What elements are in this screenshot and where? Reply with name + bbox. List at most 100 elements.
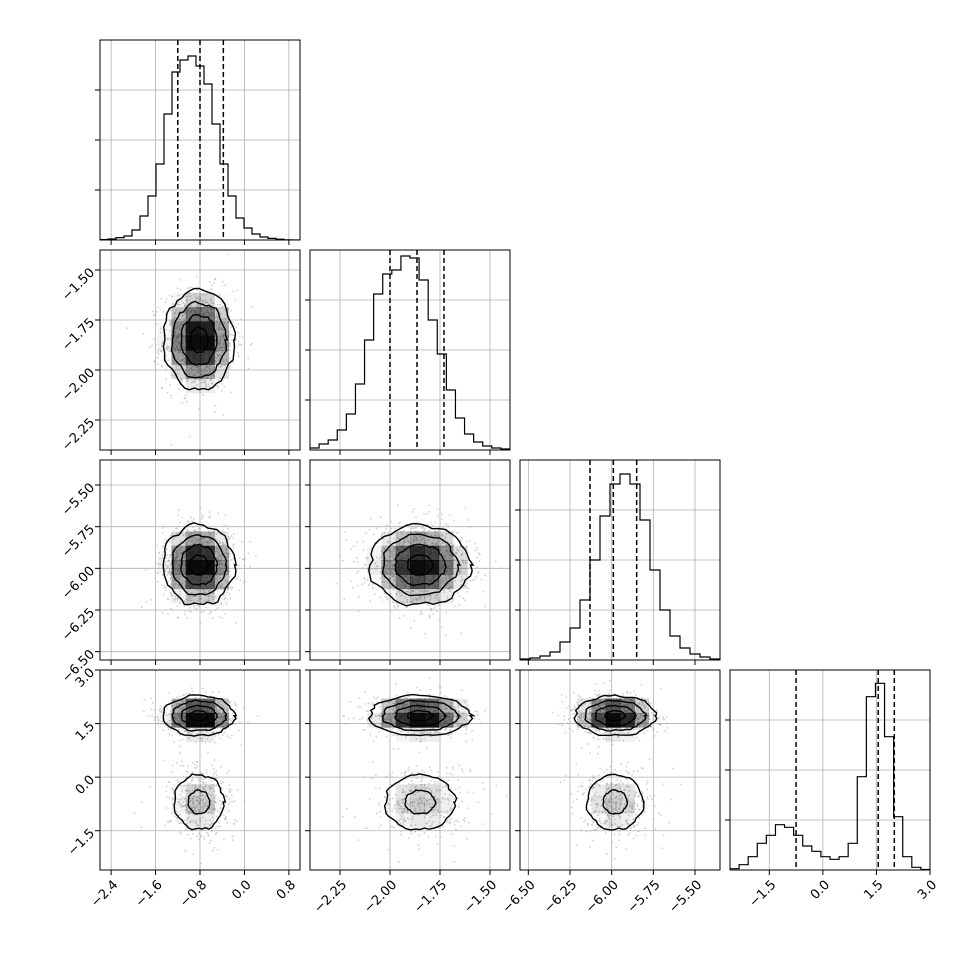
scatter-point xyxy=(353,545,355,547)
scatter-point xyxy=(428,836,430,838)
panel-content xyxy=(310,250,510,450)
scatter-point xyxy=(230,535,232,537)
scatter-point xyxy=(151,344,153,346)
scatter-point xyxy=(407,692,409,694)
scatter-point xyxy=(442,826,444,828)
density-cell xyxy=(214,589,229,604)
scatter-point xyxy=(217,380,219,382)
scatter-point xyxy=(216,730,218,732)
scatter-point xyxy=(180,289,182,291)
scatter-point xyxy=(211,288,213,290)
scatter-point xyxy=(251,306,253,308)
scatter-point xyxy=(441,513,443,515)
scatter-point xyxy=(227,528,229,530)
scatter-point xyxy=(375,787,377,789)
scatter-point xyxy=(217,607,219,609)
scatter-point xyxy=(233,533,235,535)
scatter-point xyxy=(420,610,422,612)
scatter-point xyxy=(235,709,237,711)
scatter-point xyxy=(141,826,143,828)
scatter-point xyxy=(216,816,218,818)
scatter-point xyxy=(257,715,259,717)
scatter-point xyxy=(476,566,478,568)
scatter-point xyxy=(162,612,164,614)
scatter-point xyxy=(155,723,157,725)
scatter-point xyxy=(200,507,202,509)
scatter-point xyxy=(230,326,232,328)
scatter-point xyxy=(165,369,167,371)
scatter-point xyxy=(238,729,240,731)
density-cell xyxy=(171,784,186,799)
scatter-point xyxy=(452,766,454,768)
scatter-point xyxy=(483,591,485,593)
density-cell xyxy=(200,379,215,394)
scatter-point xyxy=(170,821,172,823)
scatter-point xyxy=(207,835,209,837)
scatter-point xyxy=(180,821,182,823)
scatter-point xyxy=(232,801,234,803)
scatter-point xyxy=(439,526,441,528)
scatter-point xyxy=(365,532,367,534)
scatter-point xyxy=(357,585,359,587)
scatter-point xyxy=(181,728,183,730)
scatter-point xyxy=(237,323,239,325)
density-cell xyxy=(171,336,186,351)
scatter-point xyxy=(181,402,183,404)
density-cell xyxy=(186,589,201,604)
scatter-point xyxy=(372,761,374,763)
scatter-point xyxy=(232,587,234,589)
scatter-point xyxy=(179,522,181,524)
scatter-point xyxy=(445,523,447,525)
scatter-point xyxy=(445,634,447,636)
scatter-point xyxy=(426,513,428,515)
scatter-point xyxy=(189,436,191,438)
scatter-point xyxy=(229,593,231,595)
scatter-point xyxy=(234,800,236,802)
scatter-point xyxy=(162,311,164,313)
scatter-point xyxy=(153,314,155,316)
scatter-point xyxy=(218,616,220,618)
scatter-point xyxy=(412,511,414,513)
scatter-point xyxy=(336,583,338,585)
scatter-point xyxy=(184,613,186,615)
scatter-point xyxy=(373,696,375,698)
scatter-point xyxy=(172,764,174,766)
scatter-point xyxy=(407,769,409,771)
scatter-point xyxy=(201,514,203,516)
scatter-point xyxy=(183,765,185,767)
scatter-point xyxy=(171,771,173,773)
histogram-panel-2 xyxy=(515,460,720,665)
scatter-point xyxy=(197,761,199,763)
scatter-point xyxy=(358,611,360,613)
scatter-point xyxy=(179,822,181,824)
scatter-point xyxy=(363,549,365,551)
density-cell xyxy=(410,574,425,589)
scatter-point xyxy=(430,522,432,524)
scatter-point xyxy=(218,735,220,737)
scatter-point xyxy=(458,604,460,606)
scatter-point xyxy=(214,759,216,761)
scatter-point xyxy=(444,730,446,732)
scatter-point xyxy=(238,332,240,334)
scatter-point xyxy=(199,606,201,608)
scatter-point xyxy=(197,765,199,767)
scatter-point xyxy=(458,787,460,789)
scatter-point xyxy=(176,817,178,819)
density-cell xyxy=(424,574,439,589)
scatter-point xyxy=(223,524,225,526)
scatter-point xyxy=(394,528,396,530)
scatter-point xyxy=(217,387,219,389)
scatter-point xyxy=(187,834,189,836)
scatter-point xyxy=(467,519,469,521)
scatter-point xyxy=(453,520,455,522)
scatter-point xyxy=(467,591,469,593)
scatter-panel-3-0 xyxy=(95,670,300,875)
scatter-point xyxy=(162,532,164,534)
scatter-point xyxy=(126,327,128,329)
density-cell xyxy=(367,546,382,561)
scatter-point xyxy=(401,773,403,775)
scatter-point xyxy=(234,704,236,706)
panel-content xyxy=(310,670,510,870)
scatter-point xyxy=(454,605,456,607)
